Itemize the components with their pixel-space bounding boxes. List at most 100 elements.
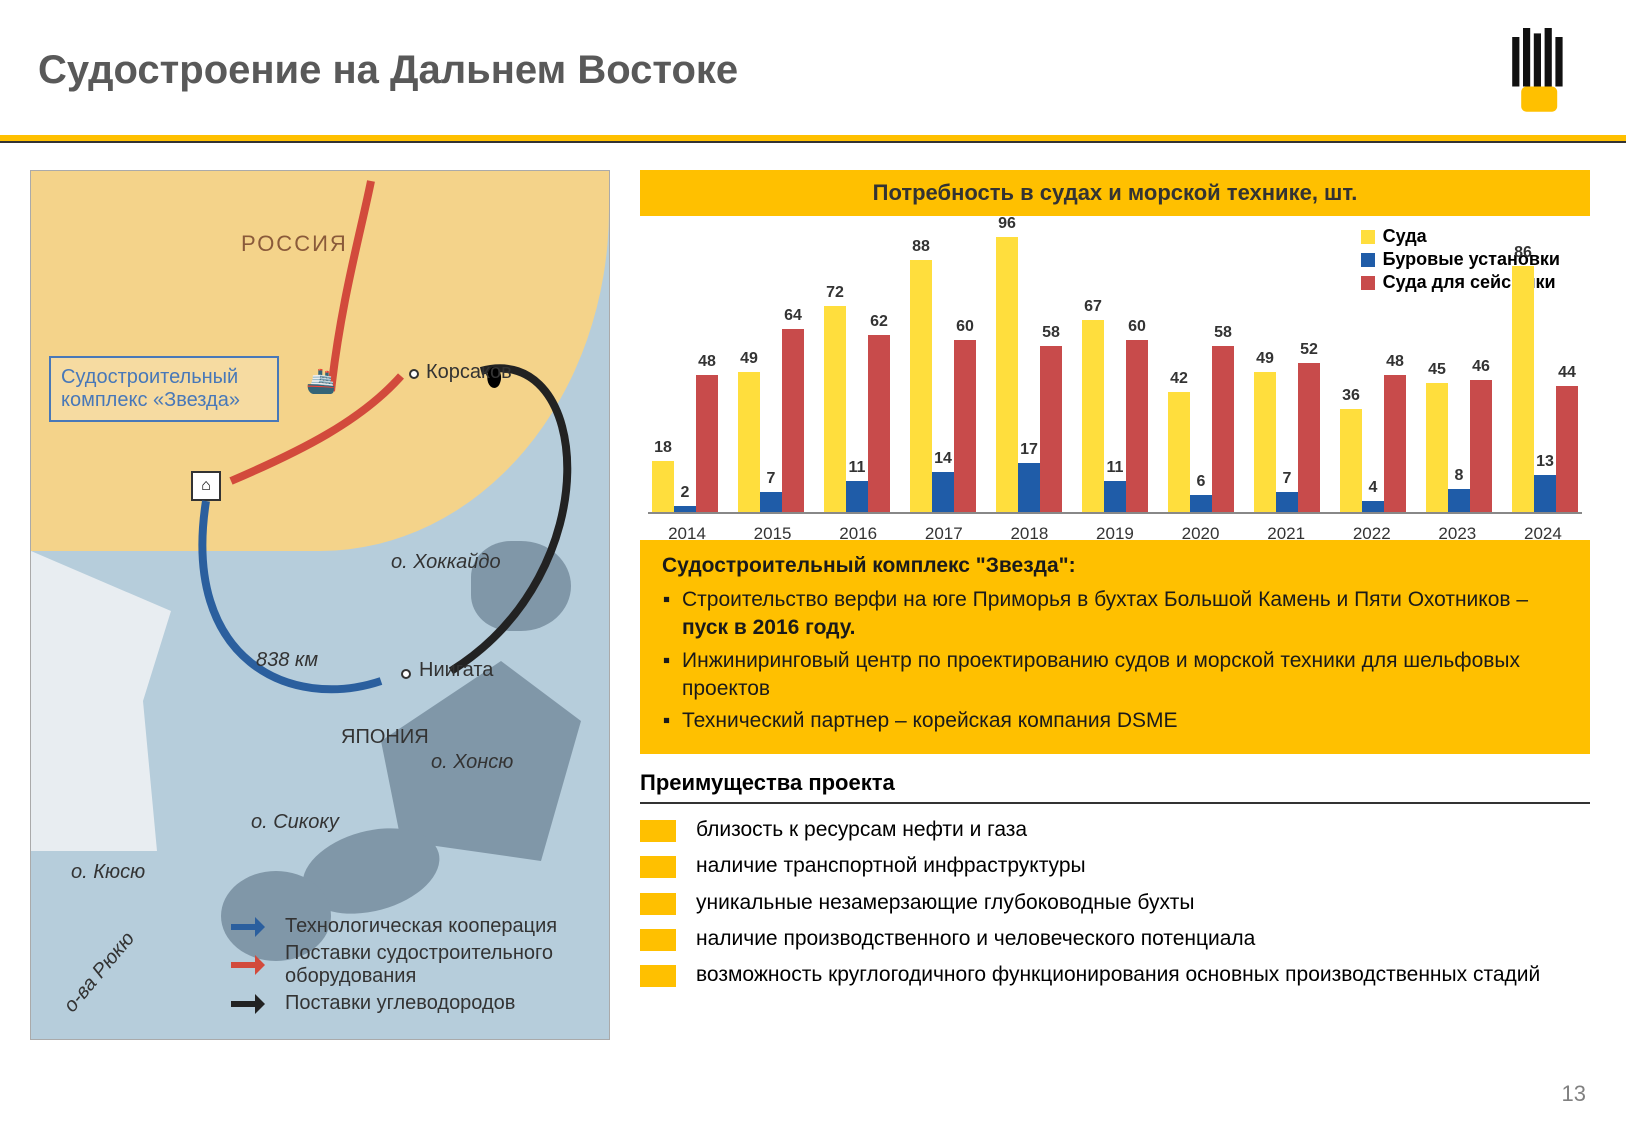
facility-icon: ⌂ [191,471,221,501]
chart-plot-area: 1824849764721162881460961758671160426584… [648,228,1582,514]
bar-seis: 60 [1126,340,1148,512]
infobox-list: Строительство верфи на юге Приморья в бу… [662,586,1568,736]
bar-rigs: 7 [760,492,782,512]
bar-value: 18 [654,439,672,457]
infobox-item: Технический партнер – корейская компания… [682,707,1568,735]
label-distance: 838 км [256,649,318,672]
infobox-item: Строительство верфи на юге Приморья в бу… [682,586,1568,643]
bar-value: 36 [1342,387,1360,405]
arrow-red-icon [231,955,273,975]
advantage-item: наличие производственного и человеческог… [640,925,1590,953]
bar-value: 7 [767,470,776,488]
bullet-tag-icon [640,893,676,915]
bar-value: 49 [740,350,758,368]
infobox-heading: Судостроительный комплекс "Звезда": [662,554,1568,578]
advantage-item: близость к ресурсам нефти и газа [640,816,1590,844]
bar-ships: 72 [824,306,846,512]
bar-value: 60 [956,318,974,336]
advantage-text: близость к ресурсам нефти и газа [696,816,1027,844]
advantage-text: уникальные незамерзающие глубоководные б… [696,889,1194,917]
bar-value: 62 [870,313,888,331]
bar-value: 60 [1128,318,1146,336]
bar-rigs: 6 [1190,495,1212,512]
bar-ships: 96 [996,237,1018,512]
bar-value: 86 [1514,244,1532,262]
bar-seis: 48 [1384,375,1406,512]
bar-value: 45 [1428,361,1446,379]
chart-title: Потребность в судах и морской технике, ш… [640,170,1590,216]
label-hokkaido: о. Хоккайдо [391,551,501,574]
advantage-item: наличие транспортной инфраструктуры [640,852,1590,880]
label-japan: ЯПОНИЯ [341,726,429,749]
legend-hydro: Поставки углеводородов [285,992,515,1015]
bar-rigs: 14 [932,472,954,512]
label-niigata: Ниигата [419,659,493,682]
bar-value: 44 [1558,364,1576,382]
label-russia: РОССИЯ [241,231,348,257]
bullet-tag-icon [640,820,676,842]
chart-group: 18248 [652,375,718,512]
advantage-item: возможность круглогодичного функциониров… [640,961,1590,989]
chart-group: 721162 [824,306,890,512]
bar-value: 96 [998,215,1016,233]
chart-group: 36 4 48 [1340,375,1406,512]
bar-seis: 64 [782,329,804,512]
label-shikoku: о. Сикоку [251,811,339,834]
advantage-text: наличие производственного и человеческог… [696,925,1255,953]
bar-ships: 18 [652,461,674,512]
bar-ships: 36 [1340,409,1362,512]
bar-value: 67 [1084,298,1102,316]
bar-rigs: 11 [1104,481,1126,512]
demand-chart: Потребность в судах и морской технике, ш… [640,170,1590,544]
bar-rigs: 7 [1276,492,1298,512]
bar-seis: 44 [1556,386,1578,512]
chart-group: 861344 [1512,266,1578,512]
bar-value: 11 [1107,459,1124,477]
bar-value: 52 [1300,341,1318,359]
bar-value: 4 [1369,479,1378,497]
bar-ships: 42 [1168,392,1190,512]
bar-value: 11 [849,459,866,477]
bar-value: 17 [1020,441,1038,459]
bar-seis: 52 [1298,363,1320,512]
bar-seis: 62 [868,335,890,512]
infobox-item: Инжиниринговый центр по проектированию с… [682,647,1568,704]
bar-value: 58 [1214,324,1232,342]
bar-ships: 86 [1512,266,1534,512]
bar-value: 64 [784,307,802,325]
bar-value: 58 [1042,324,1060,342]
bar-ships: 67 [1082,320,1104,512]
advantage-text: возможность круглогодичного функциониров… [696,961,1540,989]
bar-ships: 49 [738,372,760,512]
bullet-tag-icon [640,856,676,878]
bar-value: 88 [912,238,930,256]
map-callout-zvezda: Судостроительный комплекс «Звезда» [49,356,279,422]
chart-group: 671160 [1082,320,1148,512]
company-logo [1496,28,1586,118]
label-korsakov: Корсаков [426,361,512,384]
divider-line [0,141,1626,143]
advantages-heading: Преимущества проекта [640,770,1590,804]
bar-value: 7 [1283,470,1292,488]
bar-value: 48 [1386,353,1404,371]
bar-value: 48 [698,353,716,371]
chart-group: 42658 [1168,346,1234,512]
bar-value: 46 [1472,358,1490,376]
bar-value: 2 [681,484,690,502]
bar-value: 72 [826,284,844,302]
label-ryukyu: о-ва Рюкю [60,928,140,1017]
advantage-text: наличие транспортной инфраструктуры [696,852,1086,880]
bar-rigs: 8 [1448,489,1470,512]
chart-group: 45846 [1426,380,1492,512]
city-dot-korsakov [409,369,419,379]
map-region: РОССИЯ Судостроительный комплекс «Звезда… [30,170,610,1040]
map-japan-group [271,511,591,931]
page-title: Судостроение на Дальнем Востоке [38,48,738,93]
legend-tech: Технологическая кооперация [285,915,557,938]
zvezda-infobox: Судостроительный комплекс "Звезда": Стро… [640,540,1590,754]
page-number: 13 [1562,1081,1586,1107]
chart-group: 881460 [910,260,976,512]
bar-value: 13 [1536,453,1554,471]
bar-ships: 49 [1254,372,1276,512]
advantage-item: уникальные незамерзающие глубоководные б… [640,889,1590,917]
